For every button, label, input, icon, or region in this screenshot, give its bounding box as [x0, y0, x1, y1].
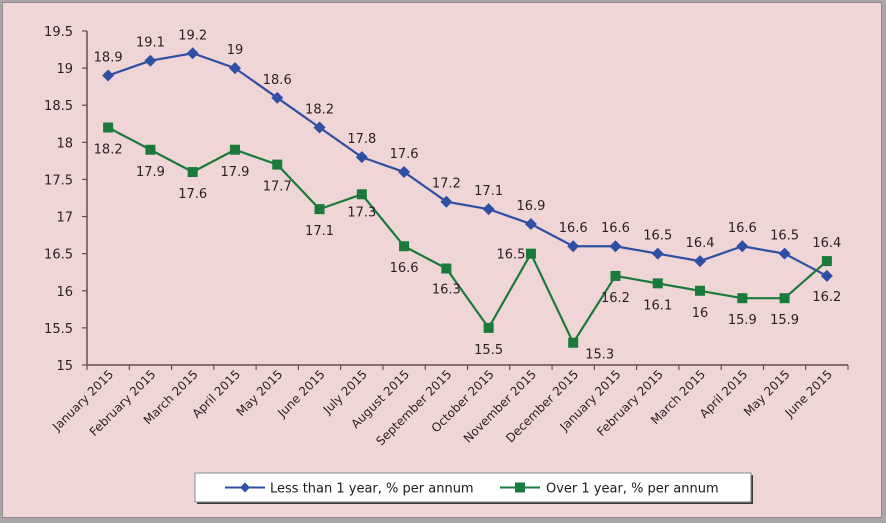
y-tick-label: 19.5 [44, 25, 73, 40]
data-label: 16.2 [601, 291, 630, 306]
x-tick-label: November 2015 [461, 367, 539, 445]
data-point-diamond [694, 255, 707, 268]
data-point-square [525, 248, 536, 259]
data-point-square [103, 122, 114, 133]
y-tick-label: 16 [56, 285, 73, 300]
y-tick-label: 15 [56, 359, 73, 374]
data-point-diamond [102, 69, 115, 82]
data-label: 17.1 [474, 184, 503, 199]
y-tick-label: 17 [56, 211, 73, 226]
legend-box [194, 472, 752, 503]
data-label: 16.4 [812, 236, 841, 251]
data-label: 17.6 [178, 187, 207, 202]
data-label: 18.2 [305, 102, 334, 117]
data-point-diamond [313, 121, 326, 134]
y-tick-label: 17.5 [44, 173, 73, 188]
data-point-diamond [144, 54, 157, 67]
data-point-diamond [228, 62, 241, 75]
y-tick-label: 18.5 [44, 99, 73, 114]
data-point-square [483, 322, 494, 333]
series-layer [102, 47, 833, 348]
legend-label-less-than-1-year: Less than 1 year, % per annum [270, 482, 474, 497]
data-label: 18.2 [94, 142, 123, 157]
data-point-square [229, 144, 240, 155]
data-label: 16.2 [812, 290, 841, 305]
y-tick-label: 15.5 [44, 322, 73, 337]
data-label: 17.1 [305, 224, 334, 239]
data-point-diamond [609, 240, 622, 253]
data-point-square [314, 204, 325, 215]
data-point-diamond [778, 247, 791, 260]
data-label: 19.2 [178, 28, 207, 43]
x-tick-label: December 2015 [503, 367, 581, 445]
data-label: 16.9 [516, 199, 545, 214]
data-label: 16.5 [643, 229, 672, 244]
y-tick-label: 18 [56, 136, 73, 151]
data-label: 16.6 [390, 261, 419, 276]
data-point-square [695, 285, 706, 296]
data-labels: 18.9 19.1 19.2 19 18.6 18.2 17.8 17.6 17.2 17.1 16… [94, 28, 842, 362]
data-label: 16.6 [728, 221, 757, 236]
data-point-square [821, 256, 832, 267]
legend-marker-diamond-icon [240, 482, 250, 493]
series-line-less-than-1-year [107, 52, 828, 277]
legend: Less than 1 year, % per annum Over 1 year… [194, 472, 753, 504]
data-label: 17.9 [136, 165, 165, 180]
data-label: 15.3 [585, 348, 614, 363]
x-tick-label: September 2015 [373, 367, 454, 448]
data-point-diamond [355, 151, 368, 164]
data-label: 16.4 [686, 236, 715, 251]
data-point-square [145, 144, 156, 155]
data-label: 17.7 [263, 180, 292, 195]
data-label: 19.1 [136, 36, 165, 51]
data-point-diamond [271, 91, 284, 104]
legend-label-over-1-year: Over 1 year, % per annum [546, 482, 719, 497]
data-label: 18.6 [263, 73, 292, 88]
data-label: 17.3 [347, 205, 376, 220]
y-tick-label: 16.5 [44, 248, 73, 263]
data-point-square [399, 241, 410, 252]
data-point-diamond [440, 195, 453, 208]
data-label: 15.9 [728, 313, 757, 328]
data-point-diamond [736, 240, 749, 253]
data-label: 17.2 [432, 177, 461, 192]
data-point-diamond [820, 269, 833, 282]
data-label: 16.6 [601, 221, 630, 236]
data-point-square [568, 337, 579, 348]
data-label: 19 [227, 43, 244, 58]
data-label: 16.1 [643, 298, 672, 313]
data-point-diamond [651, 247, 664, 260]
data-point-square [610, 270, 621, 281]
data-point-diamond [186, 47, 199, 60]
data-point-diamond [567, 240, 580, 253]
data-label: 16.3 [432, 283, 461, 298]
data-point-diamond [524, 217, 537, 230]
data-point-square [356, 189, 367, 200]
y-tick-label: 19 [56, 62, 73, 77]
data-label: 17.9 [220, 165, 249, 180]
series-line-over-1-year [107, 126, 828, 346]
data-label: 15.5 [474, 343, 503, 358]
data-point-square [272, 159, 283, 170]
data-label: 16.6 [559, 221, 588, 236]
data-point-square [779, 293, 790, 304]
data-point-diamond [482, 203, 495, 216]
data-point-square [737, 293, 748, 304]
data-point-diamond [398, 166, 411, 179]
data-label: 16.5 [496, 248, 525, 263]
data-point-square [441, 263, 452, 274]
data-point-square [187, 167, 198, 178]
legend-marker-square-icon [515, 482, 525, 493]
chart-frame: 15 15.5 16 16.5 17 17.5 18 18.5 19 19.5 January 20… [2, 2, 882, 518]
data-label: 16 [692, 306, 709, 321]
data-label: 17.6 [390, 147, 419, 162]
data-label: 16.5 [770, 229, 799, 244]
data-label: 15.9 [770, 313, 799, 328]
data-label: 18.9 [94, 51, 123, 66]
data-point-square [652, 278, 663, 289]
data-label: 17.8 [347, 132, 376, 147]
